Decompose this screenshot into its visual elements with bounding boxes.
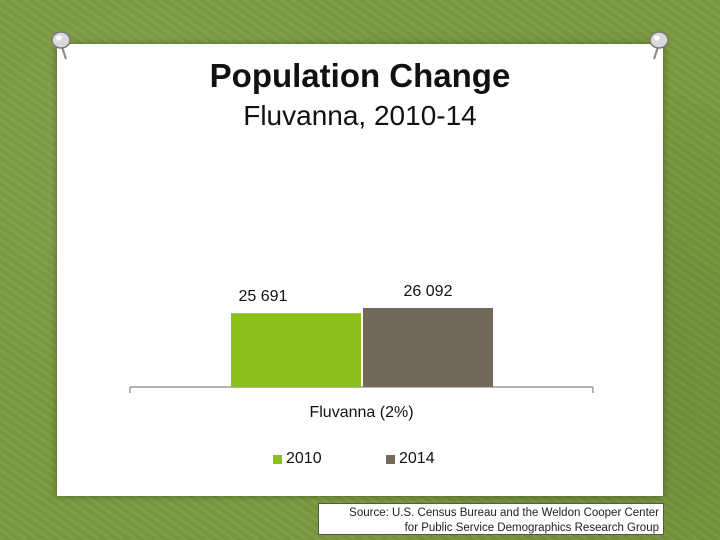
data-label-2014: 26 092 <box>404 283 453 300</box>
pushpin-icon <box>649 31 669 60</box>
source-note: Source: U.S. Census Bureau and the Weldo… <box>318 503 664 535</box>
data-label-2010: 25 691 <box>239 288 288 305</box>
source-line-1: Source: U.S. Census Bureau and the Weldo… <box>349 507 659 519</box>
chart-title: Population Change <box>209 57 511 94</box>
pushpin-icon <box>51 31 71 60</box>
slide-card <box>57 44 663 496</box>
chart-legend: 2010 2014 <box>0 450 720 472</box>
legend-label: 2014 <box>399 450 435 467</box>
legend-swatch <box>386 455 395 464</box>
source-line-2: for Public Service Demographics Research… <box>404 522 659 534</box>
bar-2010 <box>231 313 361 387</box>
chart-subtitle: Fluvanna, 2010-14 <box>243 100 477 131</box>
category-label: Fluvanna (2%) <box>309 404 413 421</box>
legend-swatch <box>273 455 282 464</box>
bar-2014 <box>363 308 493 387</box>
legend-label: 2010 <box>286 450 322 467</box>
